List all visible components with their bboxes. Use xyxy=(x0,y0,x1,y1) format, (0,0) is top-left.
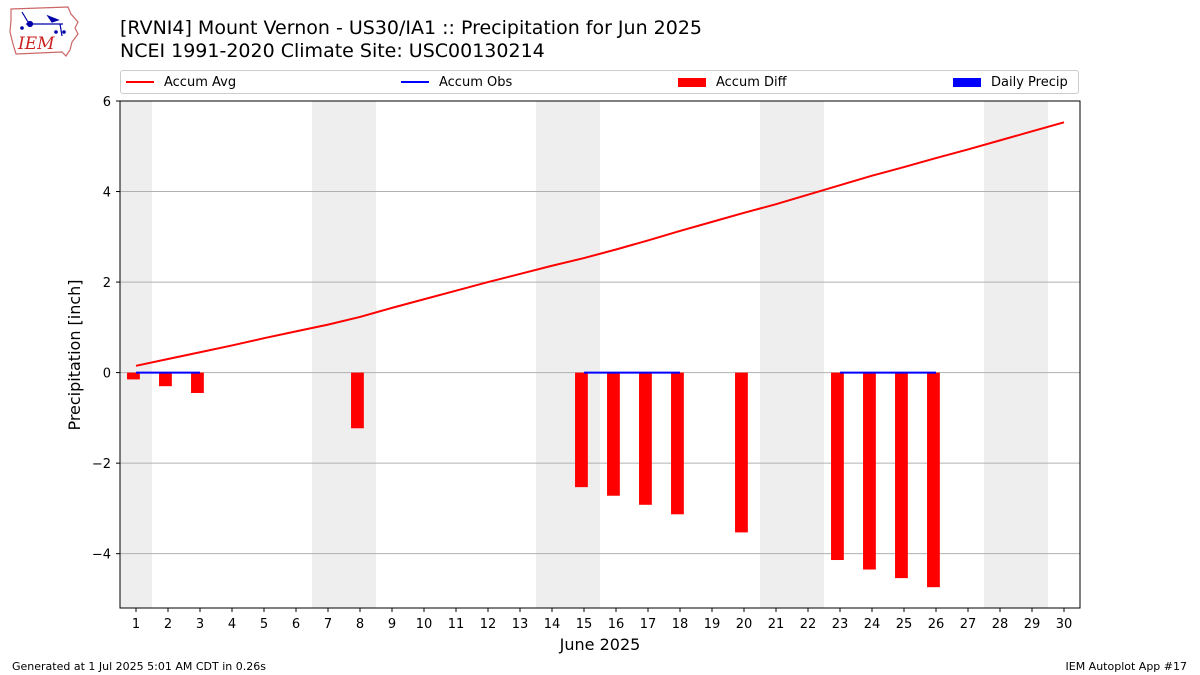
iem-logo: IEM xyxy=(8,4,82,60)
legend-item-accum-obs: Accum Obs xyxy=(401,71,512,93)
x-tick-label: 16 xyxy=(608,617,625,632)
footer-generated: Generated at 1 Jul 2025 5:01 AM CDT in 0… xyxy=(12,660,266,673)
accum-diff-bar xyxy=(671,372,684,515)
y-tick-label: −2 xyxy=(92,457,111,472)
x-tick-label: 19 xyxy=(704,617,721,632)
accum-diff-bar xyxy=(607,372,620,496)
x-tick-label: 4 xyxy=(228,617,236,632)
legend-item-accum-diff: Accum Diff xyxy=(678,71,787,93)
x-tick-label: 6 xyxy=(292,617,300,632)
y-axis-label: Precipitation [inch] xyxy=(65,279,84,430)
chart-title: [RVNI4] Mount Vernon - US30/IA1 :: Preci… xyxy=(120,17,702,63)
accum-diff-bar xyxy=(639,372,652,505)
x-tick-label: 24 xyxy=(864,617,881,632)
accum-diff-bar xyxy=(863,372,876,570)
weekend-band xyxy=(120,101,152,608)
x-tick-label: 8 xyxy=(356,617,364,632)
x-tick-label: 20 xyxy=(736,617,753,632)
accum-diff-bar xyxy=(831,372,844,561)
x-tick-label: 18 xyxy=(672,617,689,632)
x-tick-label: 7 xyxy=(324,617,332,632)
x-tick-label: 21 xyxy=(768,617,785,632)
plot-frame xyxy=(119,100,1081,609)
weekend-band xyxy=(984,101,1048,608)
x-tick-label: 25 xyxy=(896,617,913,632)
legend: Accum Avg Accum Obs Accum Diff Daily Pre… xyxy=(120,70,1079,94)
legend-label: Accum Obs xyxy=(439,74,513,90)
x-tick-label: 3 xyxy=(196,617,204,632)
accum-diff-bar xyxy=(735,372,748,533)
iowa-map-icon: IEM xyxy=(9,6,79,57)
footer-app: IEM Autoplot App #17 xyxy=(1065,660,1188,673)
accum-diff-bar xyxy=(159,372,172,387)
x-tick-label: 13 xyxy=(512,617,529,632)
y-tick-label: 6 xyxy=(103,95,111,110)
weekend-band xyxy=(312,101,376,608)
legend-label: Daily Precip xyxy=(991,74,1068,90)
x-tick-label: 22 xyxy=(800,617,817,632)
x-tick-label: 9 xyxy=(388,617,396,632)
x-tick-label: 28 xyxy=(992,617,1009,632)
x-tick-label: 17 xyxy=(640,617,657,632)
accum-diff-bar xyxy=(575,372,588,488)
x-tick-label: 26 xyxy=(928,617,945,632)
x-tick-label: 10 xyxy=(416,617,433,632)
legend-swatch xyxy=(126,81,154,83)
accum-diff-bar xyxy=(351,372,364,429)
title-line-2: NCEI 1991-2020 Climate Site: USC00130214 xyxy=(120,40,545,62)
accum-diff-bar xyxy=(127,372,140,380)
legend-label: Accum Diff xyxy=(716,74,787,90)
y-tick-label: −4 xyxy=(92,548,111,563)
y-tick-label: 2 xyxy=(103,276,111,291)
x-axis-label: June 2025 xyxy=(559,635,641,654)
x-tick-label: 5 xyxy=(260,617,268,632)
x-tick-label: 14 xyxy=(544,617,561,632)
x-tick-label: 23 xyxy=(832,617,849,632)
legend-item-daily-precip: Daily Precip xyxy=(953,71,1068,93)
accum-diff-bar xyxy=(191,372,204,393)
accum-avg-line xyxy=(135,121,1065,367)
x-tick-label: 30 xyxy=(1056,617,1073,632)
legend-item-accum-avg: Accum Avg xyxy=(126,71,236,93)
y-tick-label: 0 xyxy=(103,367,111,382)
x-tick-label: 27 xyxy=(960,617,977,632)
legend-swatch xyxy=(953,77,981,87)
x-tick-label: 2 xyxy=(164,617,172,632)
legend-swatch xyxy=(401,81,429,83)
accum-diff-bar xyxy=(927,372,940,588)
x-tick-label: 29 xyxy=(1024,617,1041,632)
y-tick-label: 4 xyxy=(103,186,111,201)
legend-label: Accum Avg xyxy=(164,74,237,90)
title-line-1: [RVNI4] Mount Vernon - US30/IA1 :: Preci… xyxy=(120,17,703,39)
x-tick-label: 11 xyxy=(448,617,465,632)
weekend-band xyxy=(760,101,824,608)
x-tick-label: 12 xyxy=(480,617,497,632)
x-tick-label: 15 xyxy=(576,617,593,632)
weekend-band xyxy=(536,101,600,608)
x-tick-label: 1 xyxy=(132,617,140,632)
legend-swatch xyxy=(678,77,706,87)
logo-text: IEM xyxy=(17,34,55,54)
accum-diff-bar xyxy=(895,372,908,579)
